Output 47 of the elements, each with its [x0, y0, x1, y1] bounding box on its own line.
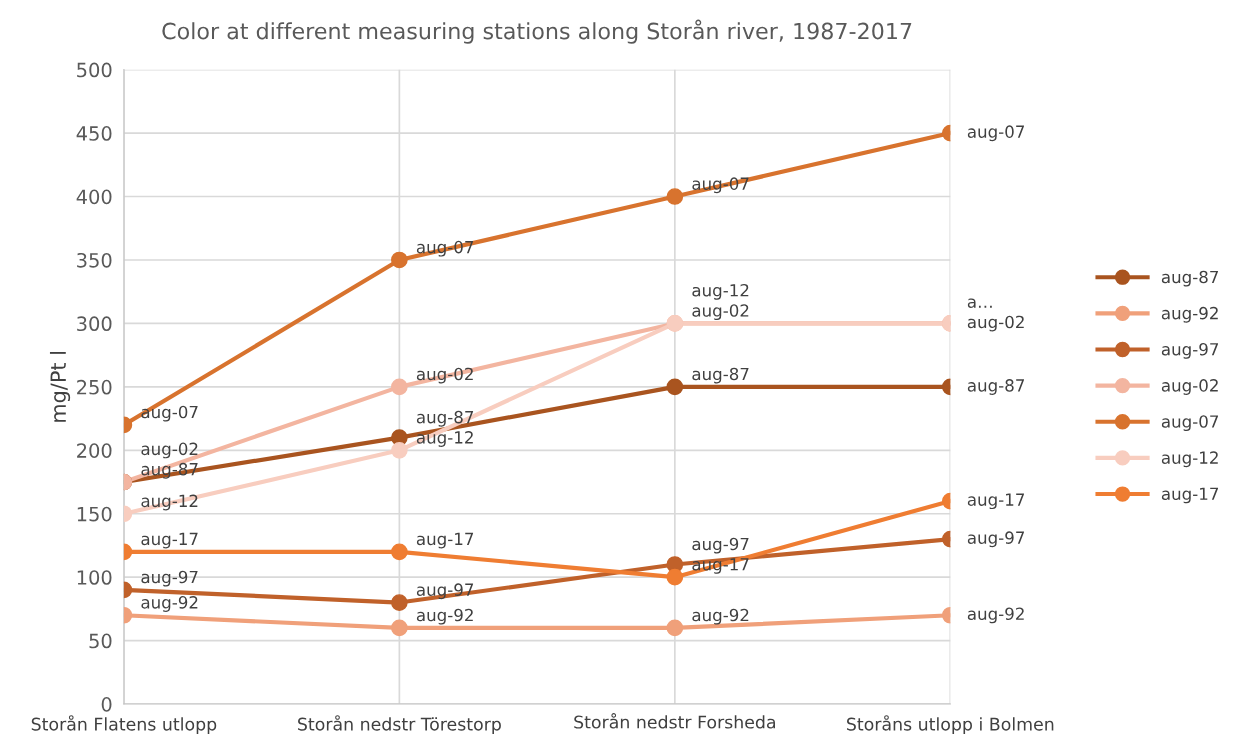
y-tick-label: 100 — [77, 570, 112, 585]
data-label: aug-92 — [692, 608, 749, 625]
data-label: a… — [967, 298, 992, 308]
y-tick-label: 300 — [77, 316, 112, 332]
legend-label: aug-87 — [1161, 270, 1219, 287]
data-label: aug-12 — [141, 494, 198, 511]
y-tick-label: 400 — [76, 189, 112, 205]
data-label: aug-97 — [692, 537, 749, 554]
legend-label: aug-17 — [1161, 487, 1219, 504]
y-tick-label: 0 — [101, 697, 112, 712]
legend-label: aug-12 — [1161, 451, 1218, 468]
data-label: aug-12 — [692, 283, 749, 300]
data-label: aug-87 — [967, 379, 1024, 395]
data-label: aug-92 — [967, 607, 1024, 624]
data-label: aug-02 — [692, 304, 749, 321]
data-label: aug-97 — [141, 570, 198, 587]
data-label: aug-17 — [967, 493, 1024, 510]
data-label: aug-17 — [416, 532, 474, 549]
data-label: aug-02 — [416, 367, 473, 384]
data-label: aug-12 — [416, 431, 473, 447]
data-label: aug-87 — [416, 410, 474, 427]
data-label: aug-92 — [416, 608, 473, 625]
x-tick-label: Storåns utlopp i Bolmen — [847, 715, 1054, 735]
y-tick-label: 50 — [89, 633, 112, 649]
y-axis-title: mg/Pt l — [49, 351, 71, 422]
x-tick-label: Storån Flatens utlopp — [31, 715, 217, 735]
data-label: aug-17 — [141, 532, 198, 549]
data-label: aug-97 — [967, 531, 1024, 548]
data-label: aug-07 — [967, 125, 1024, 142]
x-tick-label: Storån nedstr Forsheda — [574, 713, 775, 729]
y-tick-label: 500 — [77, 62, 112, 78]
data-label: aug-02 — [967, 315, 1024, 332]
data-label: aug-92 — [141, 596, 198, 612]
y-tick-label: 450 — [76, 126, 112, 141]
legend-label: aug-07 — [1161, 415, 1219, 432]
y-tick-label: 150 — [77, 506, 112, 522]
legend-label: aug-92 — [1161, 306, 1218, 323]
data-label: aug-02 — [141, 442, 198, 459]
chart-title: Color at different measuring stations along Storån river, 1987-2017 — [162, 19, 912, 44]
legend-label: aug-97 — [1161, 342, 1219, 359]
y-tick-label: 250 — [77, 379, 112, 395]
x-tick-label: Storån nedstr Törestorp — [298, 715, 501, 735]
data-label: aug-07 — [141, 405, 198, 422]
y-tick-label: 350 — [77, 252, 112, 268]
data-label: aug-87 — [692, 367, 749, 384]
legend-label: aug-02 — [1161, 379, 1218, 395]
y-tick-label: 200 — [77, 443, 112, 458]
